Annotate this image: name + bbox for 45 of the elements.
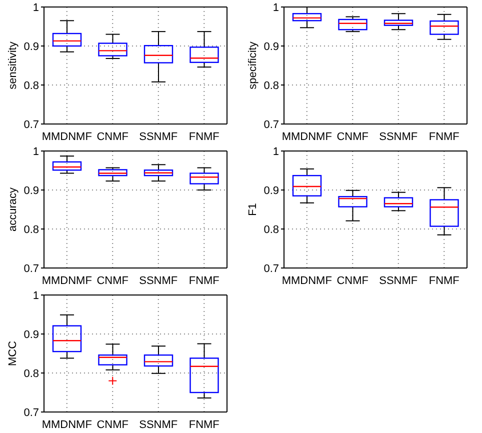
y-axis-title: MCC [6, 340, 19, 366]
y-axis-title: sensitivity [6, 41, 19, 90]
y-tick-label: 0.8 [24, 80, 39, 92]
x-tick-label: CNMF [96, 418, 129, 431]
y-axis-title: F1 [246, 203, 259, 216]
x-tick-label: FNMF [428, 274, 460, 287]
x-tick-label: MMDNMF [282, 130, 332, 143]
x-tick-label: CNMF [336, 274, 369, 287]
y-tick-label: 0.9 [264, 40, 279, 53]
x-tick-label: CNMF [96, 274, 129, 287]
y-tick-label: 1 [32, 146, 39, 158]
y-tick-label: 0.8 [264, 224, 279, 236]
y-tick-label: 1 [272, 2, 279, 14]
x-tick-label: CNMF [96, 130, 129, 143]
y-tick-label: 0.7 [24, 406, 39, 419]
x-tick-label: MMDNMF [42, 130, 92, 143]
y-tick-label: 0.7 [24, 118, 39, 131]
y-tick-label: 0.7 [264, 118, 279, 131]
y-tick-label: 0.9 [264, 184, 279, 197]
x-tick-label: CNMF [336, 130, 369, 143]
y-axis-title: specificity [246, 41, 259, 90]
x-tick-label: SSNMF [139, 130, 178, 143]
x-tick-label: MMDNMF [282, 274, 332, 287]
y-tick-label: 1 [272, 146, 279, 158]
x-tick-label: SSNMF [139, 418, 178, 431]
x-tick-label: FNMF [188, 418, 220, 431]
x-tick-label: FNMF [188, 130, 220, 143]
y-tick-label: 1 [32, 2, 39, 14]
y-tick-label: 0.9 [24, 40, 39, 53]
y-tick-label: 0.7 [24, 262, 39, 275]
y-tick-label: 0.7 [264, 262, 279, 275]
x-tick-label: FNMF [428, 130, 460, 143]
y-axis-title: accuracy [6, 187, 19, 232]
x-tick-label: FNMF [188, 274, 220, 287]
x-tick-label: SSNMF [139, 274, 178, 287]
x-tick-label: MMDNMF [42, 274, 92, 287]
y-tick-label: 0.9 [24, 328, 39, 341]
y-tick-label: 0.8 [24, 224, 39, 236]
y-tick-label: 0.8 [24, 368, 39, 380]
x-tick-label: MMDNMF [42, 418, 92, 431]
x-tick-label: SSNMF [379, 274, 418, 287]
y-tick-label: 0.8 [264, 80, 279, 92]
y-tick-label: 0.9 [24, 184, 39, 197]
y-tick-label: 1 [32, 290, 39, 302]
x-tick-label: SSNMF [379, 130, 418, 143]
